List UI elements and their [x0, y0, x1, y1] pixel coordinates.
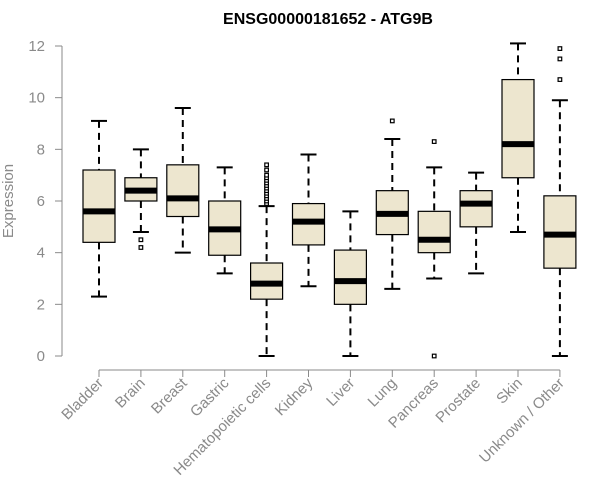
y-tick-label: 2: [37, 296, 45, 313]
outlier-point: [264, 167, 269, 173]
box-liver: [333, 210, 367, 357]
box-skin: [501, 42, 535, 233]
iqr-box: [82, 169, 116, 243]
outlier-point: [264, 162, 269, 168]
iqr-box: [459, 190, 493, 228]
y-axis: 0 2 4 6 8 10 12: [28, 38, 63, 365]
box-prostate: [459, 171, 493, 275]
iqr-box: [333, 249, 367, 305]
box-unknown-other: [543, 46, 577, 357]
iqr-box: [417, 210, 451, 254]
box-pancreas: [417, 139, 451, 359]
x-category-label: Prostate: [432, 375, 484, 427]
outlier-point: [557, 46, 563, 51]
box-kidney: [291, 153, 326, 288]
y-axis-label: Expression: [0, 164, 17, 238]
x-category-label: Brain: [112, 375, 149, 412]
y-tick-label: 12: [28, 38, 45, 55]
x-category-label: Skin: [493, 375, 526, 408]
iqr-box: [166, 164, 200, 218]
box-gastric: [208, 166, 242, 275]
x-category-label: Lung: [365, 375, 401, 411]
x-category-label: Breast: [148, 374, 191, 417]
y-tick-label: 8: [37, 141, 45, 158]
iqr-box: [501, 78, 535, 179]
outlier-point: [431, 353, 437, 359]
x-category-label: Bladder: [58, 375, 107, 424]
box-hematopoietic-cells: [250, 162, 284, 357]
outlier-point: [264, 172, 269, 178]
outlier-point: [431, 139, 437, 144]
boxes-group: [82, 42, 577, 359]
outlier-point: [138, 245, 144, 250]
y-tick-label: 6: [37, 193, 45, 210]
x-category-label: Kidney: [272, 374, 317, 419]
outlier-point: [389, 118, 395, 124]
box-brain: [124, 148, 158, 250]
x-category-label: Liver: [323, 375, 358, 410]
box-bladder: [82, 119, 116, 298]
y-tick-label: 10: [28, 90, 45, 107]
box-breast: [166, 107, 200, 254]
y-tick-label: 4: [37, 245, 45, 262]
outlier-point: [138, 237, 144, 243]
y-tick-label: 0: [37, 348, 45, 365]
outlier-point: [557, 56, 563, 62]
box-lung: [375, 118, 409, 290]
chart-title: ENSG00000181652 - ATG9B: [223, 11, 433, 28]
outlier-point: [557, 77, 563, 82]
